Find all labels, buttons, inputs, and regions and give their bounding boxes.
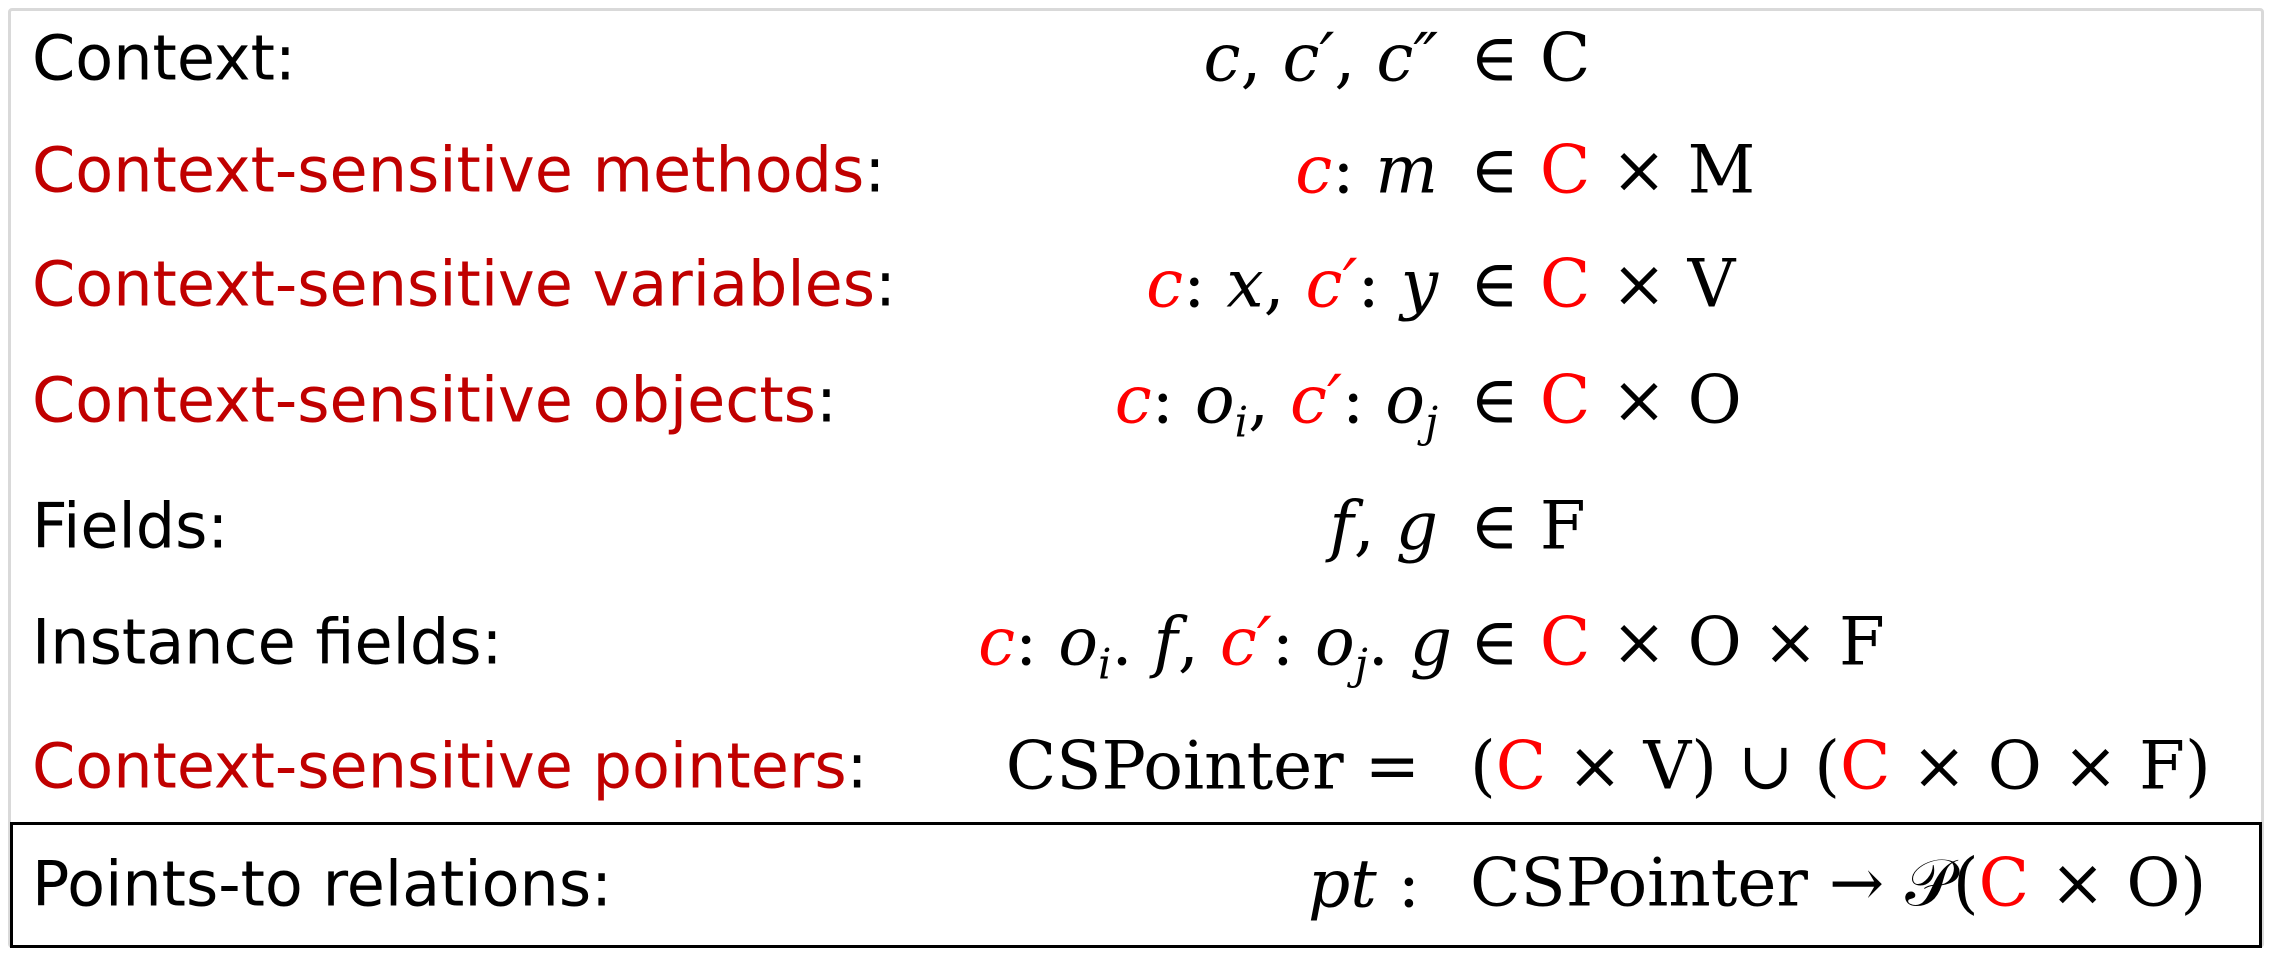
label-cs-objects: Context-sensitive objects: bbox=[32, 363, 837, 437]
term-fields: f, g bbox=[1329, 487, 1438, 565]
points-to-box bbox=[10, 822, 2262, 948]
label-points-to: Points-to relations: bbox=[32, 847, 613, 921]
term-cs-pointers: CSPointer = bbox=[1005, 727, 1420, 805]
label-cs-variables: Context-sensitive variables: bbox=[32, 247, 896, 321]
row-instance-fields: Instance fields: c: oi. f, c′: oj. g ∈ C… bbox=[0, 586, 2278, 698]
label-fields: Fields: bbox=[32, 489, 229, 563]
set-fields: ∈ F bbox=[1470, 487, 1586, 565]
row-cs-objects: Context-sensitive objects: c: oi, c′: oj… bbox=[0, 344, 2278, 456]
label-instance-fields: Instance fields: bbox=[32, 605, 503, 679]
row-cs-variables: Context-sensitive variables: c: x, c′: y… bbox=[0, 228, 2278, 340]
term-cs-methods: c: m bbox=[1295, 131, 1438, 209]
row-points-to: Points-to relations: pt : CSPointer → 𝒫(… bbox=[0, 828, 2278, 940]
label-cs-methods: Context-sensitive methods: bbox=[32, 133, 886, 207]
row-cs-methods: Context-sensitive methods: c: m ∈ C × M bbox=[0, 114, 2278, 226]
term-points-to: pt : bbox=[1308, 845, 1420, 923]
row-context: Context: c, c′, c″ ∈ C bbox=[0, 2, 2278, 114]
label-context: Context: bbox=[32, 21, 296, 95]
row-cs-pointers: Context-sensitive pointers: CSPointer = … bbox=[0, 710, 2278, 822]
term-context: c, c′, c″ bbox=[1203, 19, 1438, 97]
set-cs-variables: ∈ C × V bbox=[1470, 245, 1736, 323]
set-cs-pointers: (C × V) ∪ (C × O × F) bbox=[1470, 727, 2211, 805]
row-fields: Fields: f, g ∈ F bbox=[0, 470, 2278, 582]
set-instance-fields: ∈ C × O × F bbox=[1470, 603, 1885, 681]
set-context: ∈ C bbox=[1470, 19, 1591, 97]
label-cs-pointers: Context-sensitive pointers: bbox=[32, 729, 868, 803]
term-cs-objects: c: oi, c′: oj bbox=[1114, 361, 1438, 447]
term-instance-fields: c: oi. f, c′: oj. g bbox=[978, 603, 1452, 689]
term-cs-variables: c: x, c′: y bbox=[1146, 245, 1438, 323]
set-cs-methods: ∈ C × M bbox=[1470, 131, 1756, 209]
set-points-to: CSPointer → 𝒫(C × O) bbox=[1470, 844, 2207, 922]
set-cs-objects: ∈ C × O bbox=[1470, 361, 1742, 439]
